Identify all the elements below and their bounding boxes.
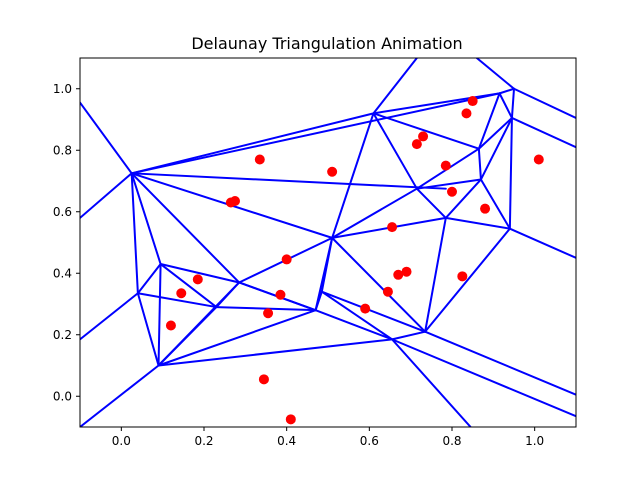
triangulation-edge-60 <box>391 338 472 427</box>
plot-frame <box>79 57 577 428</box>
triangulation-edge-10 <box>130 172 447 190</box>
y-tick-label-1: 0.2 <box>53 328 72 342</box>
data-point-7 <box>263 308 274 319</box>
data-point-25 <box>533 154 544 165</box>
triangulation-edge-8 <box>80 172 133 219</box>
triangulation-edge-38 <box>314 236 334 312</box>
triangulation-edge-22 <box>508 116 513 230</box>
data-point-16 <box>401 266 412 277</box>
triangulation-edge-53 <box>314 290 323 312</box>
data-point-4 <box>230 195 240 206</box>
triangulation-edge-43 <box>136 263 162 295</box>
triangulation-edge-17 <box>513 87 576 119</box>
triangulation-edge-19 <box>510 116 576 149</box>
y-axis: 0.0 0.2 0.4 0.6 0.8 1.0 <box>53 82 80 403</box>
triangulation-edge-63 <box>157 263 162 367</box>
triangulation-edge-5 <box>130 172 162 266</box>
y-tick-label-2: 0.4 <box>53 266 72 280</box>
x-tick-label-1: 0.2 <box>194 434 213 448</box>
triangulation-edge-7 <box>130 172 139 295</box>
x-tick-label-2: 0.4 <box>277 434 296 448</box>
y-tick-label-5: 1.0 <box>53 82 72 96</box>
y-tick-label-0: 0.0 <box>53 389 72 403</box>
data-point-18 <box>418 131 429 142</box>
data-point-22 <box>461 108 472 119</box>
triangulation-edge-62 <box>372 58 418 115</box>
x-axis: 0.0 0.2 0.4 0.6 0.8 1.0 <box>112 427 544 448</box>
triangulation-edge-27 <box>331 187 418 239</box>
data-point-11 <box>327 166 338 177</box>
triangulation-edge-6 <box>130 172 241 284</box>
data-point-17 <box>411 139 422 150</box>
triangulation-edge-33 <box>424 227 511 333</box>
y-tick-label-3: 0.6 <box>53 205 72 219</box>
triangulation-edge-54 <box>314 309 394 341</box>
triangulation-edge-48 <box>215 306 317 312</box>
triangulation-edge-34 <box>508 227 576 259</box>
chart-title: Delaunay Triangulation Animation <box>191 34 462 53</box>
triangulation-edge-52 <box>80 364 160 427</box>
triangulation-edge-3 <box>372 92 501 115</box>
data-point-8 <box>275 289 286 300</box>
data-point-9 <box>281 254 292 265</box>
x-tick-label-0: 0.0 <box>112 434 131 448</box>
triangulation-edge-29 <box>479 178 511 230</box>
data-point-6 <box>258 374 269 385</box>
triangulation-edge-55 <box>320 290 427 333</box>
x-tick-label-4: 0.8 <box>442 434 461 448</box>
triangulation-edge-49 <box>157 306 218 367</box>
triangulation-edge-44 <box>159 263 218 309</box>
triangulation-edge-45 <box>136 292 218 309</box>
triangulation-edge-28 <box>444 178 482 219</box>
data-point-0 <box>165 320 176 331</box>
data-point-2 <box>192 274 203 285</box>
triangulation-edge-59 <box>424 330 576 396</box>
triangulation-edge-26 <box>415 187 447 219</box>
triangulation-edge-18 <box>475 58 515 90</box>
triangulation-edge-24 <box>477 147 482 181</box>
triangulation-edge-57 <box>391 330 427 341</box>
triangulation-edge-32 <box>424 216 447 333</box>
data-point-23 <box>467 96 478 107</box>
data-point-19 <box>440 160 451 171</box>
data-point-14 <box>387 222 398 233</box>
triangulation-edge-2 <box>130 112 375 175</box>
triangulation-edge-30 <box>444 216 511 230</box>
data-point-21 <box>457 271 468 282</box>
triangulation-edge-50 <box>157 309 317 367</box>
triangulation-edge-56 <box>320 290 394 341</box>
edges-layer <box>80 58 576 427</box>
triangulation-edge-12 <box>372 112 418 190</box>
triangulation-edge-15 <box>498 92 513 119</box>
triangulation-edge-46 <box>136 292 160 367</box>
triangulation-edge-25 <box>415 178 482 190</box>
triangulation-edge-58 <box>391 338 576 418</box>
triangulation-edge-0 <box>130 92 501 175</box>
data-point-13 <box>382 286 393 297</box>
data-point-15 <box>393 269 404 280</box>
triangulation-edge-13 <box>372 112 480 150</box>
triangulation-edge-16 <box>510 87 515 119</box>
x-tick-label-5: 1.0 <box>525 434 544 448</box>
triangulation-edge-35 <box>331 236 427 333</box>
data-point-24 <box>480 203 491 214</box>
triangulation-edge-1 <box>498 87 515 95</box>
triangulation-edge-51 <box>157 338 394 367</box>
data-point-10 <box>285 414 296 425</box>
triangulation-edge-39 <box>159 263 241 284</box>
points-layer <box>165 96 544 425</box>
data-point-20 <box>447 186 457 197</box>
triangulation-edge-47 <box>80 292 139 341</box>
triangulation-edge-9 <box>80 101 133 175</box>
x-tick-label-3: 0.6 <box>360 434 379 448</box>
triangulation-edge-14 <box>477 92 501 150</box>
data-point-12 <box>360 303 371 314</box>
triangulation-edge-21 <box>479 116 513 181</box>
data-point-5 <box>254 154 265 165</box>
triangulation-edge-11 <box>331 112 375 239</box>
y-tick-label-4: 0.8 <box>53 143 72 157</box>
data-point-1 <box>176 288 187 299</box>
triangulation-edge-20 <box>477 116 513 150</box>
